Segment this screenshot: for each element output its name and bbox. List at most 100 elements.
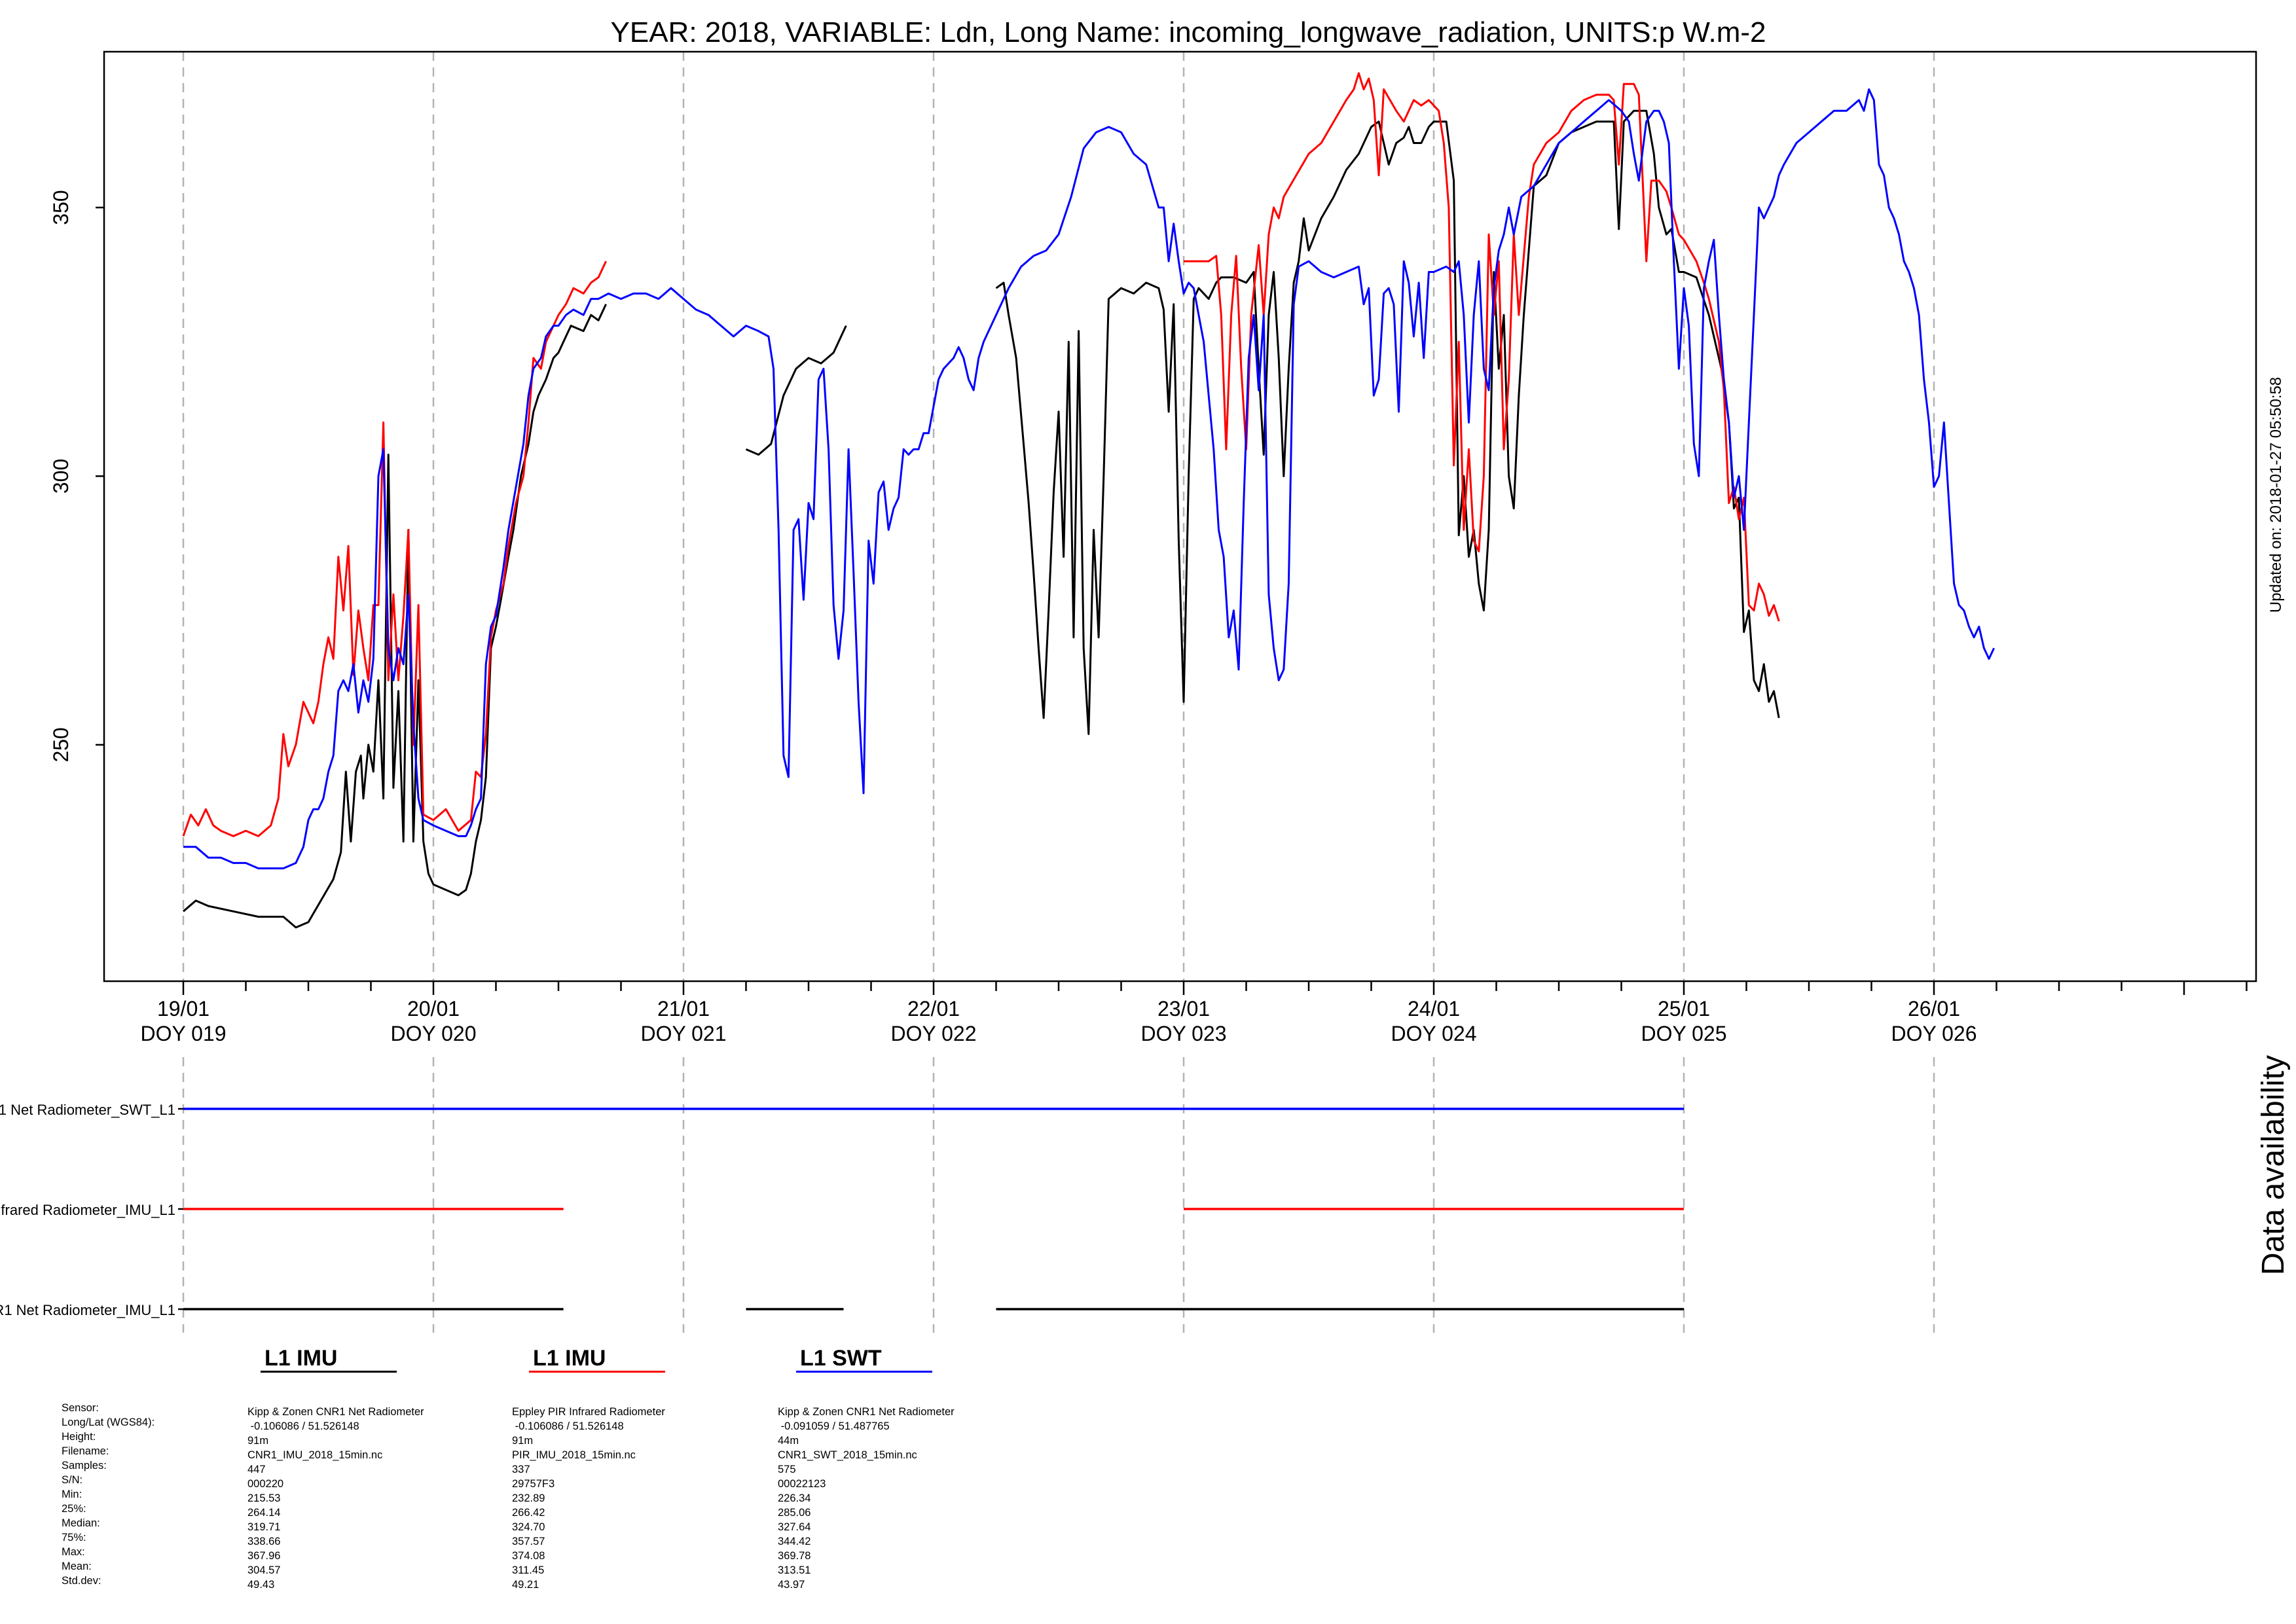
series-line-imu-cnr1: [183, 304, 607, 929]
x-tick-date-label: 22/01: [907, 997, 960, 1020]
stats-value: 575: [778, 1464, 796, 1475]
stats-value: -0.091059 / 51.487765: [778, 1420, 890, 1432]
stats-value: CNR1_IMU_2018_15min.nc: [247, 1449, 383, 1461]
legend-label-swt: L1 SWT: [800, 1346, 882, 1371]
stats-value: 337: [512, 1464, 530, 1475]
stats-value: 344.42: [778, 1536, 811, 1547]
stats-value: 304.57: [247, 1564, 281, 1576]
updated-on-label: Updated on: 2018-01-27 05:50:58: [2267, 377, 2285, 613]
stats-value: 374.08: [512, 1550, 545, 1562]
stats-value: 357.57: [512, 1536, 545, 1547]
x-tick-doy-label: DOY 023: [1140, 1022, 1226, 1045]
stats-value: 338.66: [247, 1536, 281, 1547]
stats-value: Median:: [62, 1517, 100, 1529]
stats-value: 91m: [247, 1435, 269, 1447]
y-tick-label: 250: [49, 727, 73, 762]
stats-value: 49.43: [247, 1579, 275, 1591]
vertical-grid: [182, 52, 1935, 1333]
stats-value: 324.70: [512, 1521, 545, 1533]
stats-column-imu-pir: Eppley PIR Infrared Radiometer -0.106086…: [512, 1405, 665, 1592]
stats-value: 447: [247, 1464, 266, 1475]
stats-value: Samples:: [62, 1460, 107, 1471]
stats-value: 44m: [778, 1435, 799, 1447]
x-tick-doy-label: DOY 022: [890, 1022, 976, 1045]
stats-value: Eppley PIR Infrared Radiometer: [512, 1406, 665, 1418]
availability-row-label: Kipp & Zonen CNR1 Net Radiometer_SWT_L1: [0, 1102, 175, 1118]
series-layer: [182, 72, 1995, 929]
stats-value: CNR1_SWT_2018_15min.nc: [778, 1449, 917, 1461]
stats-value: 91m: [512, 1435, 534, 1447]
y-tick-label: 350: [49, 190, 73, 225]
x-tick-date-label: 23/01: [1157, 997, 1210, 1020]
stats-value: Std.dev:: [62, 1575, 101, 1587]
stats-value: Min:: [62, 1489, 82, 1500]
stats-value: 29757F3: [512, 1478, 555, 1490]
stats-value: Max:: [62, 1546, 85, 1558]
stats-value: 311.45: [512, 1564, 545, 1576]
availability-row-label: Eppley PIR Infrared Radiometer_IMU_L1: [0, 1202, 175, 1218]
stats-column-imu-cnr1: Kipp & Zonen CNR1 Net Radiometer -0.1060…: [247, 1405, 424, 1592]
stats-value: 285.06: [778, 1507, 811, 1519]
stats-value: 00022123: [778, 1478, 826, 1490]
availability-panel: Kipp & Zonen CNR1 Net Radiometer_SWT_L1 E…: [0, 1102, 1684, 1318]
stats-value: 319.71: [247, 1521, 281, 1533]
stats-value: Height:: [62, 1431, 96, 1443]
x-tick-date-label: 26/01: [1908, 997, 1960, 1020]
stats-value: 25%:: [62, 1503, 86, 1515]
series-line-swt: [183, 88, 1995, 870]
series-line-imu-pir: [182, 261, 607, 837]
y-tick-label: 300: [49, 459, 73, 494]
x-tick-doy-label: DOY 019: [140, 1022, 226, 1045]
stats-value: Mean:: [62, 1561, 92, 1572]
stats-value: 266.42: [512, 1507, 545, 1519]
stats-value: 215.53: [247, 1492, 281, 1504]
stats-column-swt: Kipp & Zonen CNR1 Net Radiometer -0.0910…: [778, 1405, 955, 1592]
chart-title: YEAR: 2018, VARIABLE: Ldn, Long Name: in…: [611, 16, 1766, 48]
stats-value: 367.96: [247, 1550, 281, 1562]
availability-title: Data availability: [2256, 1055, 2291, 1275]
x-tick-date-label: 20/01: [407, 997, 460, 1020]
legend-line-swt: [796, 1371, 932, 1373]
stats-value: -0.106086 / 51.526148: [512, 1420, 624, 1432]
x-tick-date-label: 25/01: [1658, 997, 1710, 1020]
x-tick-doy-label: DOY 026: [1891, 1022, 1977, 1045]
stats-value: 232.89: [512, 1492, 545, 1504]
x-tick-doy-label: DOY 025: [1641, 1022, 1726, 1045]
legend-line-imu-pir: [529, 1371, 665, 1373]
stats-value: 313.51: [778, 1564, 811, 1576]
stats-value: Kipp & Zonen CNR1 Net Radiometer: [247, 1406, 424, 1418]
stats-value: PIR_IMU_2018_15min.nc: [512, 1449, 636, 1461]
stats-value: Kipp & Zonen CNR1 Net Radiometer: [778, 1406, 955, 1418]
stats-value: 226.34: [778, 1492, 811, 1504]
stats-value: 327.64: [778, 1521, 811, 1533]
x-tick-doy-label: DOY 024: [1391, 1022, 1476, 1045]
legend-label-imu-pir: L1 IMU: [533, 1346, 606, 1371]
stats-value: Sensor:: [62, 1402, 99, 1414]
x-tick-doy-label: DOY 020: [390, 1022, 476, 1045]
availability-row-label: Kipp & Zonen CNR1 Net Radiometer_IMU_L1: [0, 1302, 175, 1318]
x-tick-doy-label: DOY 021: [640, 1022, 726, 1045]
stats-value: 264.14: [247, 1507, 281, 1519]
stats-value: Long/Lat (WGS84):: [62, 1416, 155, 1428]
series-line-imu-pir: [1184, 72, 1780, 622]
stats-labels: Sensor: Long/Lat (WGS84): Height: Filename:…: [62, 1401, 155, 1588]
series-line-imu-cnr1: [995, 109, 1780, 735]
stats-value: 49.21: [512, 1579, 539, 1591]
legend-line-imu-cnr1: [261, 1371, 397, 1373]
x-tick-date-label: 21/01: [657, 997, 710, 1020]
stats-value: 369.78: [778, 1550, 811, 1562]
stats-value: -0.106086 / 51.526148: [247, 1420, 359, 1432]
stats-value: 43.97: [778, 1579, 805, 1591]
series-line-imu-cnr1: [745, 325, 847, 456]
stats-value: Filename:: [62, 1445, 109, 1457]
legend-label-imu-cnr1: L1 IMU: [264, 1346, 338, 1371]
stats-value: S/N:: [62, 1474, 83, 1486]
stats-value: 75%:: [62, 1532, 86, 1543]
y-axis: 250 300 350: [49, 190, 104, 763]
x-tick-date-label: 19/01: [157, 997, 210, 1020]
stats-value: 000220: [247, 1478, 284, 1490]
x-tick-date-label: 24/01: [1408, 997, 1460, 1020]
plot-frame: [103, 50, 2257, 983]
